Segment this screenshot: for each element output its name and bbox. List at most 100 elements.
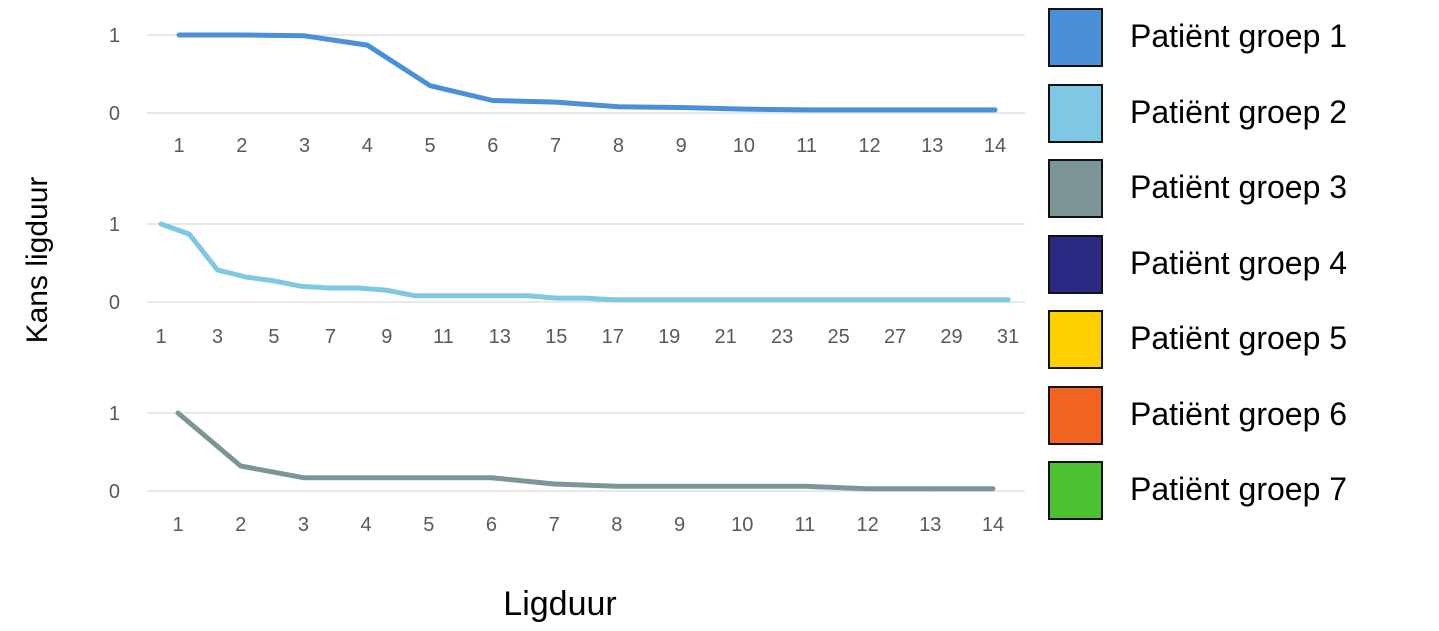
x-tick-label-4: 4	[362, 135, 373, 157]
data-point-1	[178, 34, 180, 36]
data-point-18	[640, 299, 642, 301]
x-tick-label-5: 5	[425, 135, 436, 157]
legend-label-7: Patiënt groep 7	[1130, 471, 1348, 507]
x-axis-label: Ligduur	[503, 585, 617, 623]
x-tick-label-29: 29	[940, 326, 962, 348]
data-point-8	[617, 106, 619, 108]
x-tick-label-11: 11	[795, 514, 816, 536]
data-point-9	[386, 289, 388, 291]
data-point-13	[931, 109, 933, 111]
x-tick-label-7: 7	[325, 326, 336, 348]
data-point-6	[301, 285, 303, 287]
data-point-30	[979, 299, 981, 301]
data-point-1	[177, 412, 179, 414]
data-point-2	[240, 465, 242, 467]
data-point-7	[329, 287, 331, 289]
x-tick-label-3: 3	[299, 135, 310, 157]
data-point-7	[553, 483, 555, 485]
data-point-25	[838, 299, 840, 301]
x-tick-label-27: 27	[884, 326, 906, 348]
x-tick-label-21: 21	[715, 326, 737, 348]
legend-swatch-7	[1048, 461, 1103, 520]
legend-label-3: Patiënt groep 3	[1130, 169, 1348, 205]
data-point-26	[866, 299, 868, 301]
x-tick-label-5: 5	[268, 326, 279, 348]
x-tick-label-7: 7	[550, 135, 561, 157]
x-tick-label-1: 1	[173, 135, 184, 157]
legend-label-2: Patiënt groep 2	[1130, 93, 1348, 130]
data-point-12	[868, 109, 870, 111]
data-point-2	[241, 34, 243, 36]
y-tick-label-1: 1	[109, 403, 120, 425]
x-tick-label-7: 7	[549, 514, 560, 536]
x-tick-label-1: 1	[155, 326, 166, 348]
series-line-1	[176, 32, 998, 113]
data-point-8	[616, 485, 618, 487]
x-tick-label-14: 14	[982, 514, 1004, 536]
x-tick-label-2: 2	[236, 135, 247, 157]
x-tick-label-13: 13	[489, 326, 511, 348]
data-point-23	[781, 299, 783, 301]
data-point-5	[429, 85, 431, 87]
x-tick-label-15: 15	[545, 326, 567, 348]
data-point-19	[668, 299, 670, 301]
data-point-2	[188, 233, 190, 235]
data-point-10	[414, 295, 416, 297]
data-point-20	[696, 299, 698, 301]
data-point-6	[490, 477, 492, 479]
y-axis-label-container: Kans ligduur	[16, 110, 60, 410]
x-tick-label-13: 13	[919, 514, 941, 536]
data-point-3	[302, 477, 304, 479]
data-point-10	[743, 108, 745, 110]
panel-1: 011 2 3 4 5 6 7 8 9 10 11 12 13 14	[109, 25, 1025, 157]
data-point-12	[471, 295, 473, 297]
data-point-4	[365, 477, 367, 479]
series-line-1	[158, 221, 1011, 303]
y-tick-label-0: 0	[109, 481, 120, 503]
legend-swatch-5	[1048, 310, 1103, 369]
panel-2: 011 3 5 7 9 11 13 15 17 19 21 23 25 27 29 31	[109, 214, 1025, 348]
data-point-14	[994, 109, 996, 111]
legend-swatch-3	[1048, 159, 1103, 218]
data-point-13	[499, 295, 501, 297]
legend-swatch-1	[1048, 8, 1103, 67]
x-tick-label-8: 8	[613, 135, 624, 157]
y-tick-label-1: 1	[109, 25, 120, 47]
data-point-4	[245, 276, 247, 278]
x-tick-label-12: 12	[858, 135, 880, 157]
x-tick-label-3: 3	[298, 514, 309, 536]
x-tick-label-17: 17	[602, 326, 624, 348]
data-point-24	[809, 299, 811, 301]
legend-label-5: Patiënt groep 5	[1130, 320, 1348, 356]
x-tick-label-10: 10	[733, 135, 755, 157]
x-tick-label-6: 6	[486, 514, 497, 536]
x-tick-label-2: 2	[235, 514, 246, 536]
x-tick-label-12: 12	[856, 514, 878, 536]
x-tick-label-6: 6	[487, 135, 498, 157]
y-axis-label: Kans ligduur	[21, 176, 54, 344]
data-point-21	[725, 299, 727, 301]
x-tick-label-11: 11	[433, 326, 454, 348]
x-tick-label-23: 23	[771, 326, 793, 348]
data-point-28	[922, 299, 924, 301]
data-point-3	[216, 269, 218, 271]
data-point-4	[366, 44, 368, 46]
x-tick-label-9: 9	[676, 135, 687, 157]
y-tick-label-0: 0	[109, 292, 120, 314]
data-point-5	[273, 280, 275, 282]
data-point-16	[584, 297, 585, 299]
x-tick-label-4: 4	[361, 514, 372, 536]
data-point-29	[951, 299, 953, 301]
data-point-17	[612, 299, 614, 301]
data-point-5	[428, 477, 430, 479]
y-tick-label-0: 0	[109, 103, 120, 125]
data-point-14	[527, 295, 529, 297]
legend-label-4: Patiënt groep 4	[1130, 244, 1348, 281]
x-tick-label-8: 8	[611, 514, 622, 536]
x-tick-label-19: 19	[658, 326, 680, 348]
x-tick-label-13: 13	[921, 135, 943, 157]
data-point-14	[992, 488, 994, 490]
x-tick-label-31: 31	[997, 326, 1019, 348]
data-point-9	[680, 107, 682, 109]
